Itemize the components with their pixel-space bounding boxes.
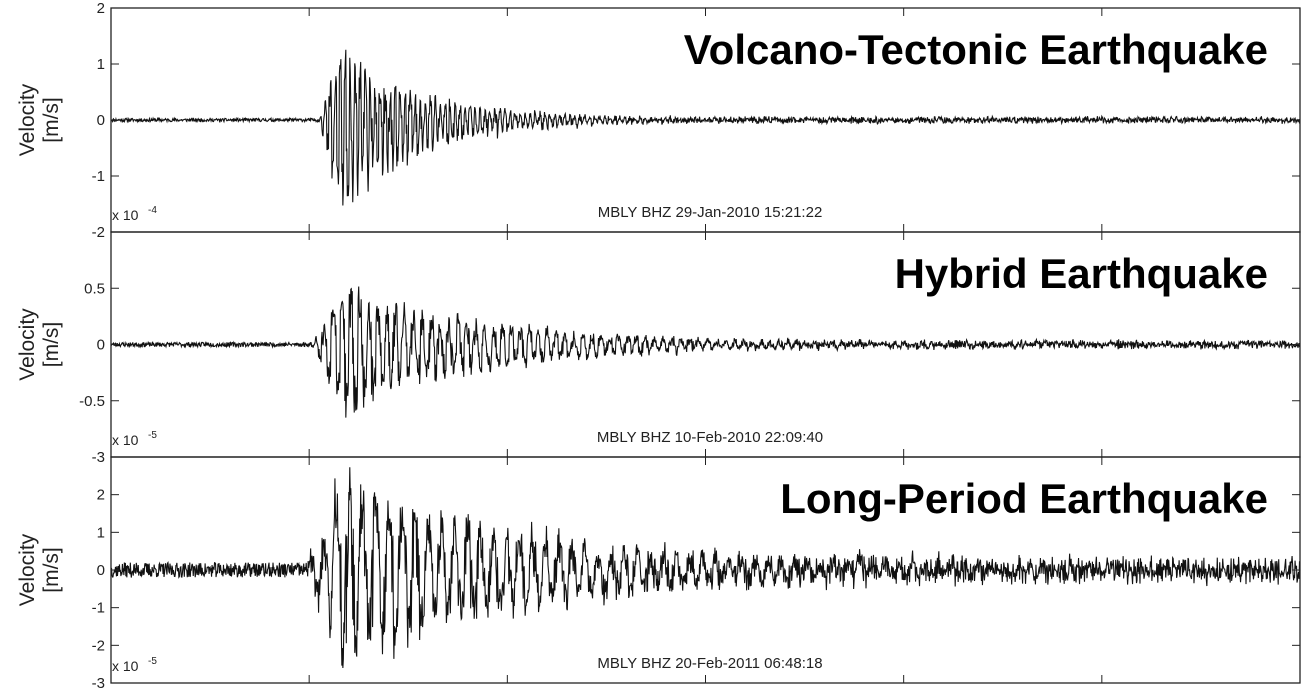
panel-title: Volcano-Tectonic Earthquake — [684, 26, 1268, 73]
y-axis-label: Velocity — [16, 308, 39, 381]
scale-exponent: -4 — [148, 205, 157, 216]
y-tick-label: -1 — [92, 600, 105, 617]
station-annotation: MBLY BHZ 10-Feb-2010 22:09:40 — [597, 429, 823, 446]
y-tick-label: 0.5 — [84, 280, 105, 297]
panel-1: -2 -1 0 1 2 Velocity [m/s] x 10 -4 MBLY BHZ 29-Ja… — [16, 0, 1301, 241]
y-tick-label-lower: -3 — [92, 675, 105, 692]
y-axis-unit: [m/s] — [40, 97, 63, 143]
y-axis-unit: [m/s] — [40, 547, 63, 593]
y-tick-label: 2 — [97, 0, 105, 17]
panel-3: -2 -1 0 1 2 Velocity [m/s] x 10 -5 MBLY BHZ 20-Fe… — [16, 456, 1301, 684]
y-tick-label: 0 — [97, 562, 105, 579]
series-line — [110, 467, 1301, 669]
y-axis-label: Velocity — [16, 83, 39, 156]
y-tick-label: -2 — [92, 637, 105, 654]
scale-factor: x 10 — [112, 658, 139, 674]
station-annotation: MBLY BHZ 20-Feb-2011 06:48:18 — [597, 655, 822, 672]
y-tick-label: -1 — [92, 168, 105, 185]
y-tick-label: 1 — [97, 56, 105, 73]
series-line — [110, 286, 1301, 418]
y-tick-label: 0 — [97, 337, 105, 354]
scale-factor: x 10 — [112, 432, 139, 448]
y-tick-label: 1 — [97, 524, 105, 541]
scale-exponent: -5 — [148, 656, 157, 667]
y-axis-unit: [m/s] — [40, 322, 63, 368]
panel-title: Hybrid Earthquake — [895, 250, 1268, 297]
y-tick-label: 2 — [97, 487, 105, 504]
y-tick-label: -0.5 — [79, 393, 105, 410]
scale-factor: x 10 — [112, 207, 139, 223]
y-tick-label: 0 — [97, 112, 105, 129]
y-tick-label: -2 — [92, 224, 105, 241]
y-axis-label: Velocity — [16, 533, 39, 606]
series-line — [110, 49, 1301, 206]
panel-2: -0.5 0 0.5 Velocity [m/s] x 10 -5 MBLY BHZ 10-F… — [16, 231, 1301, 458]
panel-title: Long-Period Earthquake — [780, 475, 1268, 522]
y-tick-label-lower: -3 — [92, 449, 105, 466]
scale-exponent: -5 — [148, 430, 157, 441]
station-annotation: MBLY BHZ 29-Jan-2010 15:21:22 — [598, 204, 823, 221]
